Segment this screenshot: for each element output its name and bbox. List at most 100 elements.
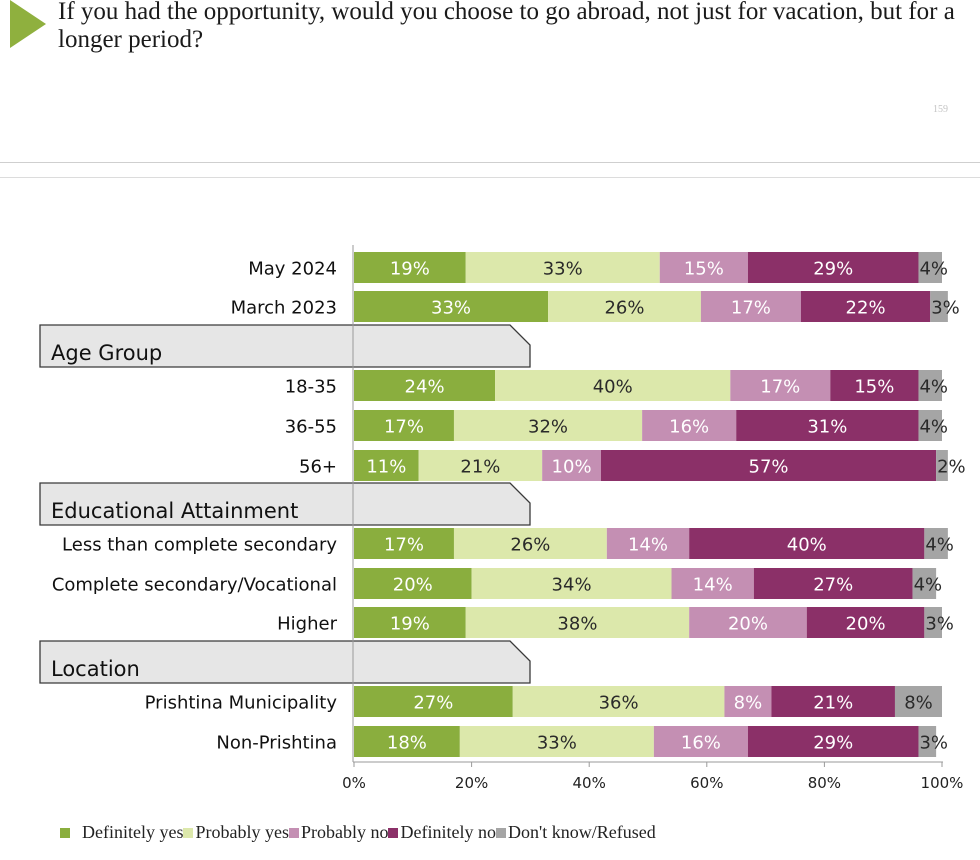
bar-segment-definitely-no [806, 607, 925, 638]
bar-segment-definitely-no [600, 450, 937, 481]
bar-segment-don-t-know-refused [918, 410, 942, 441]
bar-segment-probably-yes [471, 568, 672, 599]
category-label: 18-35 [285, 377, 337, 398]
bar-segment-definitely-no [736, 410, 919, 441]
data-label: 19% [390, 259, 430, 280]
legend-item: Don't know/Refused [495, 822, 656, 843]
bar-segment-definitely-no [800, 291, 931, 322]
data-label: 29% [813, 259, 853, 280]
data-label: 4% [914, 575, 943, 596]
bar-segment-probably-no [689, 607, 807, 638]
data-label: 4% [925, 535, 954, 556]
data-label: 17% [731, 298, 771, 319]
data-label: 3% [931, 298, 960, 319]
data-label: 19% [390, 614, 430, 635]
bar-segment-probably-no [642, 410, 737, 441]
data-label: 20% [846, 614, 886, 635]
data-label: 29% [813, 733, 853, 754]
bar-segment-definitely-yes [354, 686, 513, 717]
category-label: 36-55 [285, 417, 337, 438]
bar-segment-probably-yes [453, 410, 643, 441]
data-label: 8% [904, 693, 933, 714]
slide-number: 159 [933, 104, 948, 115]
category-label: May 2024 [248, 259, 337, 280]
data-label: 4% [919, 259, 948, 280]
data-label: 11% [366, 457, 406, 478]
bar-segment-definitely-no [689, 528, 925, 559]
bar-segment-probably-yes [495, 370, 731, 401]
legend-swatch [288, 827, 299, 838]
data-label: 16% [669, 417, 709, 438]
bar-segment-don-t-know-refused [912, 568, 937, 599]
data-label: 24% [405, 377, 445, 398]
chart-legend: Definitely yes Probably yes Probably no Def… [60, 822, 656, 843]
bar-segment-definitely-yes [354, 252, 466, 283]
group-header-label: Age Group [51, 341, 162, 365]
bar-segment-probably-no [659, 252, 748, 283]
bar-segment-probably-yes [548, 291, 701, 322]
data-label: 3% [925, 614, 954, 635]
data-label: 26% [604, 298, 644, 319]
data-label: 26% [510, 535, 550, 556]
separator-line [0, 162, 980, 163]
x-tick-label: 60% [690, 774, 723, 792]
bar-segment-probably-no [730, 370, 831, 401]
data-label: 3% [919, 733, 948, 754]
legend-swatch [183, 827, 194, 838]
category-label: Non-Prishtina [216, 733, 337, 754]
legend-swatch [495, 827, 506, 838]
data-label: 34% [552, 575, 592, 596]
bar-segment-definitely-yes [354, 607, 466, 638]
bar-segment-probably-yes [512, 686, 725, 717]
data-label: 2% [937, 457, 966, 478]
group-header-box [39, 324, 531, 368]
x-tick-label: 20% [455, 774, 488, 792]
bar-segment-definitely-yes [354, 291, 549, 322]
group-header-box [39, 482, 531, 526]
data-label: 16% [681, 733, 721, 754]
bar-segment-don-t-know-refused [894, 686, 942, 717]
bar-segment-probably-yes [465, 252, 660, 283]
category-label: March 2023 [231, 298, 337, 319]
bar-segment-definitely-no [747, 252, 919, 283]
data-label: 40% [787, 535, 827, 556]
data-label: 18% [387, 733, 427, 754]
data-label: 40% [593, 377, 633, 398]
separator-line [0, 177, 980, 178]
bar-segment-probably-no [606, 528, 690, 559]
legend-item: Definitely yes [60, 822, 183, 843]
bar-segment-probably-no [724, 686, 772, 717]
bar-segment-probably-yes [465, 607, 690, 638]
page-title: If you had the opportunity, would you ch… [58, 0, 955, 53]
data-label: 27% [813, 575, 853, 596]
bar-segment-don-t-know-refused [924, 528, 948, 559]
x-tick-label: 80% [808, 774, 841, 792]
data-label: 33% [431, 298, 471, 319]
bar-segment-definitely-yes [354, 450, 419, 481]
group-header-box [39, 640, 531, 684]
bar-segment-don-t-know-refused [936, 450, 948, 481]
data-label: 8% [734, 693, 763, 714]
bar-segment-definitely-no [753, 568, 913, 599]
data-label: 10% [552, 457, 592, 478]
category-label: Complete secondary/Vocational [52, 575, 337, 596]
data-label: 22% [846, 298, 886, 319]
legend-label: Definitely yes [82, 822, 184, 842]
x-tick-label: 100% [921, 774, 964, 792]
bar-segment-don-t-know-refused [924, 607, 942, 638]
bar-segment-definitely-yes [354, 410, 454, 441]
data-label: 17% [384, 417, 424, 438]
legend-label: Probably yes [195, 822, 289, 842]
data-label: 20% [728, 614, 768, 635]
bar-segment-definitely-no [747, 726, 919, 757]
data-label: 21% [813, 693, 853, 714]
bar-segment-definitely-no [771, 686, 895, 717]
legend-label: Definitely no [400, 822, 496, 842]
bar-segment-definitely-yes [354, 528, 454, 559]
bar-segment-probably-yes [453, 528, 607, 559]
data-label: 15% [684, 259, 724, 280]
bar-segment-don-t-know-refused [918, 726, 937, 757]
legend-swatch [388, 827, 399, 838]
group-header-label: Educational Attainment [51, 499, 298, 523]
